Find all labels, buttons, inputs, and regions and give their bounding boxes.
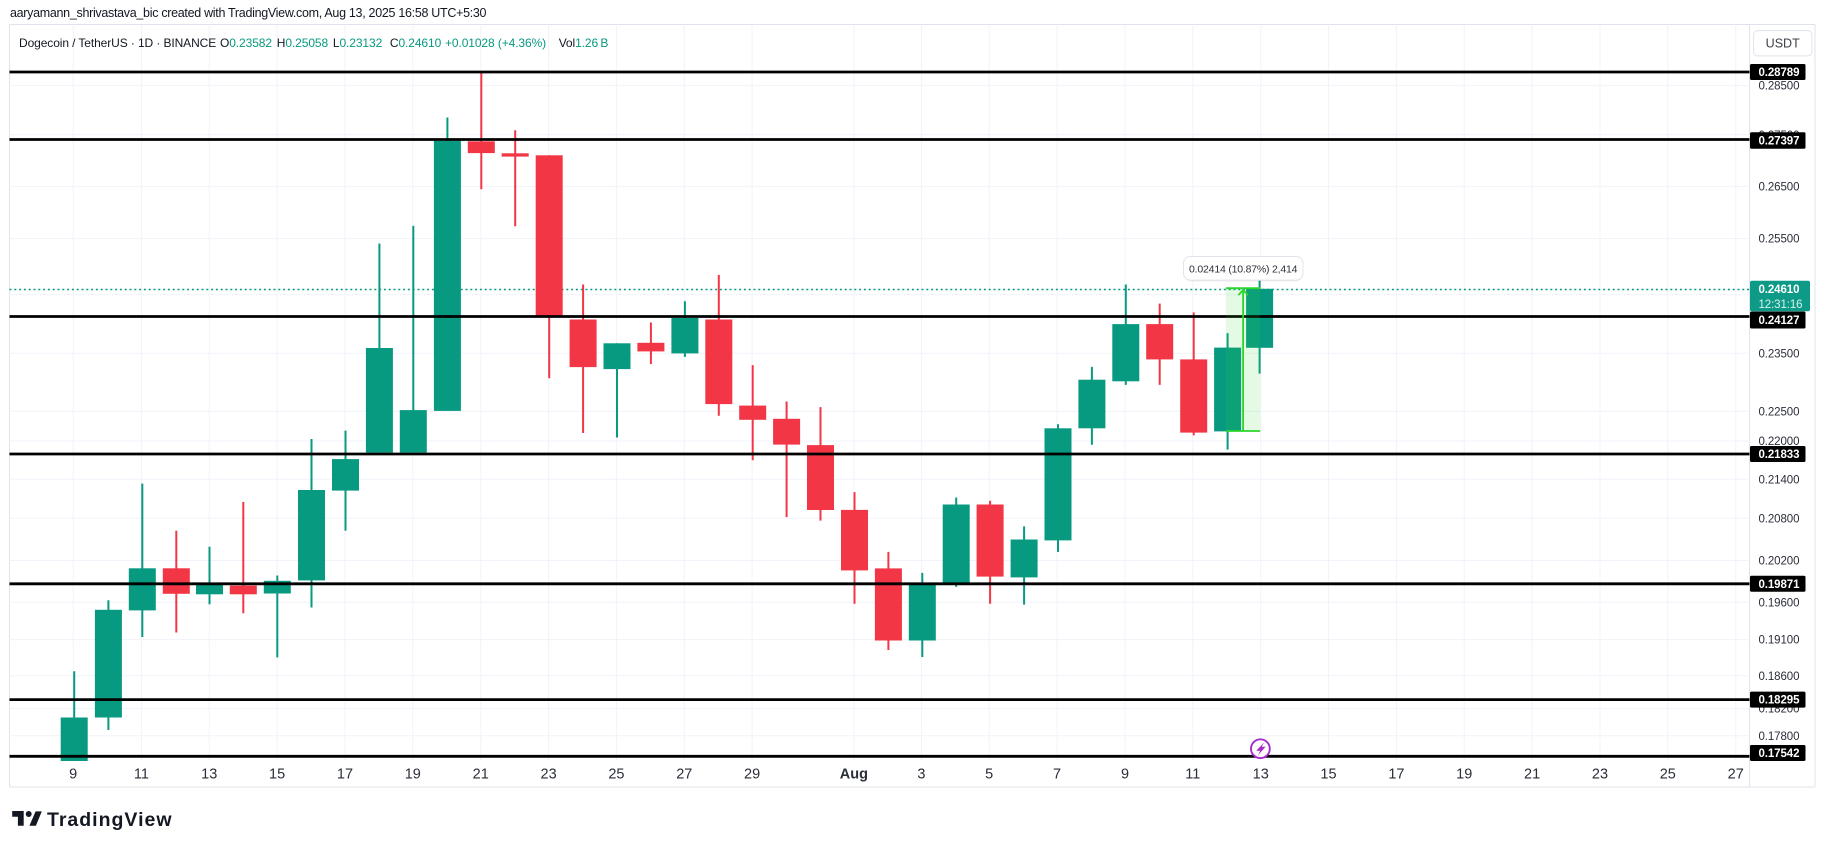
svg-text:7: 7 [1053, 766, 1061, 782]
svg-text:19: 19 [405, 766, 421, 782]
svg-text:0.17800: 0.17800 [1759, 731, 1800, 743]
svg-text:25: 25 [1660, 766, 1676, 782]
svg-text:0.20800: 0.20800 [1759, 513, 1800, 525]
svg-text:0.19871: 0.19871 [1759, 579, 1801, 591]
svg-text:29: 29 [744, 766, 760, 782]
svg-text:11: 11 [1185, 766, 1200, 782]
svg-text:0.28789: 0.28789 [1759, 67, 1800, 79]
svg-text:Aug: Aug [840, 766, 868, 782]
svg-text:3: 3 [917, 766, 925, 782]
svg-text:15: 15 [1320, 766, 1336, 782]
svg-text:5: 5 [985, 766, 993, 782]
svg-text:0.23500: 0.23500 [1759, 348, 1800, 360]
svg-text:0.24610: 0.24610 [1759, 284, 1800, 296]
svg-text:0.18295: 0.18295 [1759, 695, 1801, 707]
svg-text:0.18600: 0.18600 [1759, 671, 1800, 683]
svg-text:25: 25 [608, 766, 624, 782]
svg-text:19: 19 [1456, 766, 1472, 782]
svg-text:23: 23 [1592, 766, 1608, 782]
svg-text:0.20200: 0.20200 [1759, 556, 1800, 568]
svg-text:0.24127: 0.24127 [1759, 315, 1800, 327]
svg-text:15: 15 [269, 766, 285, 782]
svg-text:17: 17 [337, 766, 353, 782]
svg-text:13: 13 [1253, 766, 1269, 782]
svg-text:0.27397: 0.27397 [1759, 136, 1800, 148]
svg-text:0.25500: 0.25500 [1759, 234, 1800, 246]
svg-text:17: 17 [1388, 766, 1404, 782]
svg-text:0.17542: 0.17542 [1759, 748, 1800, 760]
svg-text:0.19100: 0.19100 [1759, 635, 1800, 647]
svg-text:0.21400: 0.21400 [1759, 474, 1800, 486]
svg-text:0.28500: 0.28500 [1759, 81, 1800, 93]
svg-text:11: 11 [134, 766, 149, 782]
svg-text:9: 9 [69, 766, 77, 782]
svg-text:12:31:16: 12:31:16 [1759, 299, 1803, 311]
svg-text:21: 21 [1524, 766, 1540, 782]
svg-text:13: 13 [201, 766, 217, 782]
svg-text:0.02414 (10.87%) 2,414: 0.02414 (10.87%) 2,414 [1189, 263, 1298, 275]
svg-text:21: 21 [473, 766, 489, 782]
svg-text:TradingView: TradingView [47, 809, 173, 831]
svg-text:0.21833: 0.21833 [1759, 449, 1800, 461]
svg-text:27: 27 [1728, 766, 1744, 782]
svg-text:USDT: USDT [1766, 36, 1800, 50]
svg-text:23: 23 [541, 766, 557, 782]
svg-text:0.22000: 0.22000 [1759, 436, 1800, 448]
svg-text:0.19600: 0.19600 [1759, 597, 1800, 609]
svg-text:9: 9 [1121, 766, 1129, 782]
svg-text:0.26500: 0.26500 [1759, 182, 1800, 194]
svg-text:27: 27 [676, 766, 692, 782]
svg-text:0.22500: 0.22500 [1759, 406, 1800, 418]
